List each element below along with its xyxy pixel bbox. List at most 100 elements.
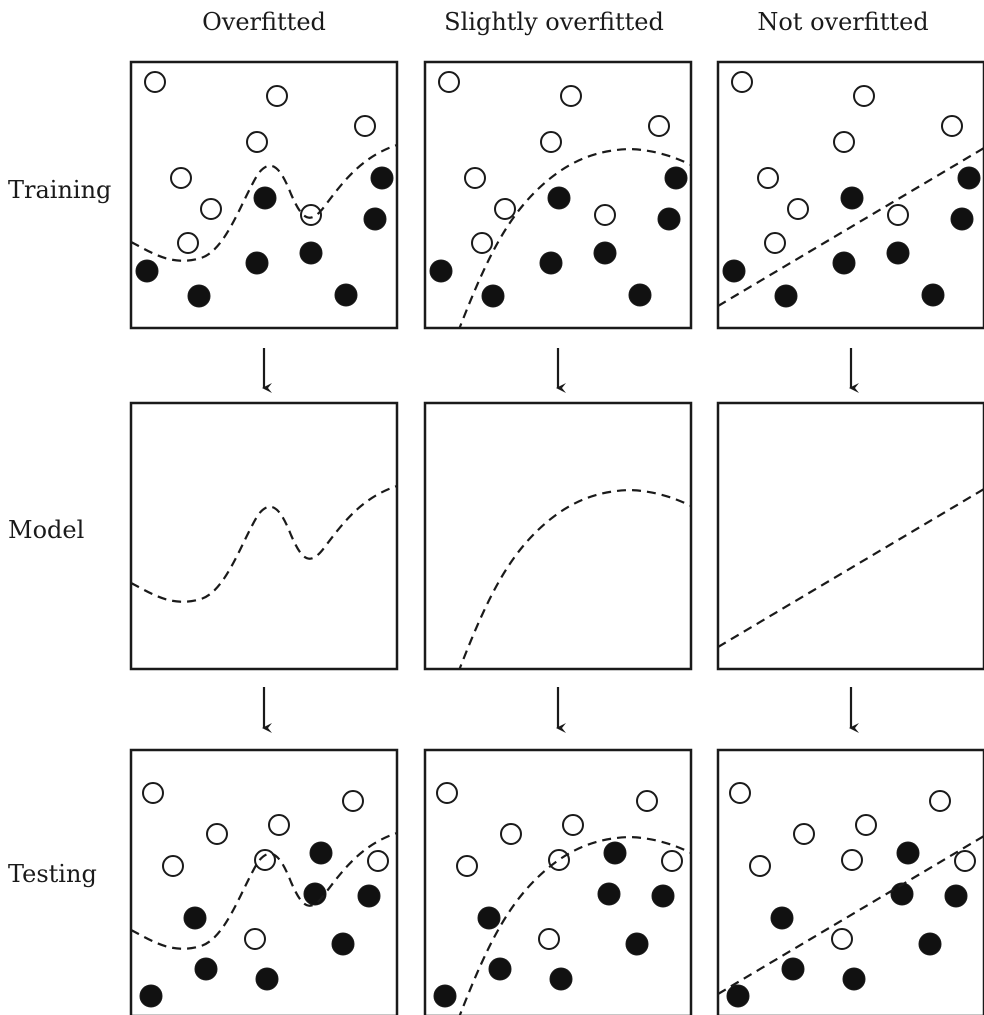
row-label-model: Model [8, 516, 85, 544]
panel-model-overfitted [129, 401, 399, 671]
filled-circle-point [842, 967, 866, 991]
panel-frame [716, 748, 984, 1015]
filled-circle-point [625, 932, 649, 956]
panel-frame [716, 401, 984, 671]
panels-group [129, 60, 984, 1015]
filled-circle-point [770, 906, 794, 930]
open-circle-point [855, 814, 877, 836]
filled-circle-point [187, 284, 211, 308]
open-circle-point [661, 850, 683, 872]
decision-boundary-slightly-overfitted [458, 147, 691, 328]
filled-circle-point [664, 166, 688, 190]
filled-circle-point [135, 259, 159, 283]
open-circle-point [841, 849, 863, 871]
panel-testing-slightly-overfitted [423, 748, 693, 1015]
open-circle-point [246, 131, 268, 153]
panel-frame [129, 60, 399, 330]
filled-circle-point [651, 884, 675, 908]
panel-frame [423, 748, 693, 1015]
decision-boundary-slightly-overfitted [458, 835, 691, 1015]
filled-circle-point [429, 259, 453, 283]
filled-circle-point [303, 882, 327, 906]
panel-frame [129, 748, 399, 1015]
open-circle-point [749, 855, 771, 877]
filled-circle-point [722, 259, 746, 283]
open-circle-point [831, 928, 853, 950]
filled-circle-point [950, 207, 974, 231]
open-circle-point [729, 782, 751, 804]
open-circle-point [456, 855, 478, 877]
filled-circle-point [918, 932, 942, 956]
open-circle-point [342, 790, 364, 812]
open-circle-point [162, 855, 184, 877]
open-circle-point [636, 790, 658, 812]
panel-frame [129, 401, 399, 671]
open-circle-point [494, 198, 516, 220]
open-circle-point [367, 850, 389, 872]
filled-circle-point [726, 984, 750, 1008]
filled-circle-point [309, 841, 333, 865]
open-circle-point [954, 850, 976, 872]
decision-boundary-not-overfitted [718, 835, 984, 995]
filled-circle-point [334, 283, 358, 307]
open-circle-point [244, 928, 266, 950]
open-circle-point [648, 115, 670, 137]
filled-circle-point [370, 166, 394, 190]
panel-frame [423, 401, 693, 671]
filled-circle-point [255, 967, 279, 991]
open-circle-point [941, 115, 963, 137]
open-circle-point [929, 790, 951, 812]
open-circle-point [853, 85, 875, 107]
filled-circle-point [477, 906, 501, 930]
open-circle-point [560, 85, 582, 107]
open-circle-point [887, 204, 909, 226]
open-circle-point [500, 823, 522, 845]
panel-frame [716, 60, 984, 330]
filled-circle-point [886, 241, 910, 265]
open-circle-point [594, 204, 616, 226]
filled-circle-point [628, 283, 652, 307]
filled-circle-point [433, 984, 457, 1008]
column-title-not-overfitted: Not overfitted [757, 8, 929, 36]
open-circle-point [170, 167, 192, 189]
open-circle-point [300, 204, 322, 226]
row-label-testing: Testing [8, 860, 97, 888]
open-circle-point [538, 928, 560, 950]
filled-circle-point [363, 207, 387, 231]
open-circle-point [142, 782, 164, 804]
filled-circle-point [194, 957, 218, 981]
open-circle-point [540, 131, 562, 153]
open-circle-point [757, 167, 779, 189]
open-circle-point [787, 198, 809, 220]
filled-circle-point [539, 251, 563, 275]
open-circle-point [562, 814, 584, 836]
open-circle-point [438, 71, 460, 93]
open-circle-point [764, 232, 786, 254]
filled-circle-point [299, 241, 323, 265]
filled-circle-point [253, 186, 277, 210]
filled-circle-point [139, 984, 163, 1008]
filled-circle-point [957, 166, 981, 190]
filled-circle-point [547, 186, 571, 210]
open-circle-point [144, 71, 166, 93]
open-circle-point [268, 814, 290, 836]
open-circle-point [548, 849, 570, 871]
open-circle-point [731, 71, 753, 93]
filled-circle-point [597, 882, 621, 906]
decision-boundary-overfitted [131, 831, 397, 950]
column-title-overfitted: Overfitted [202, 8, 326, 36]
filled-circle-point [603, 841, 627, 865]
decision-boundary-overfitted [131, 143, 397, 262]
filled-circle-point [840, 186, 864, 210]
panel-testing-overfitted [129, 748, 399, 1015]
filled-circle-point [657, 207, 681, 231]
panel-model-slightly-overfitted [423, 401, 693, 671]
filled-circle-point [488, 957, 512, 981]
decision-boundary-overfitted [131, 484, 397, 603]
filled-circle-point [944, 884, 968, 908]
filled-circle-point [832, 251, 856, 275]
filled-circle-point [245, 251, 269, 275]
open-circle-point [464, 167, 486, 189]
decision-boundary-slightly-overfitted [458, 488, 691, 669]
